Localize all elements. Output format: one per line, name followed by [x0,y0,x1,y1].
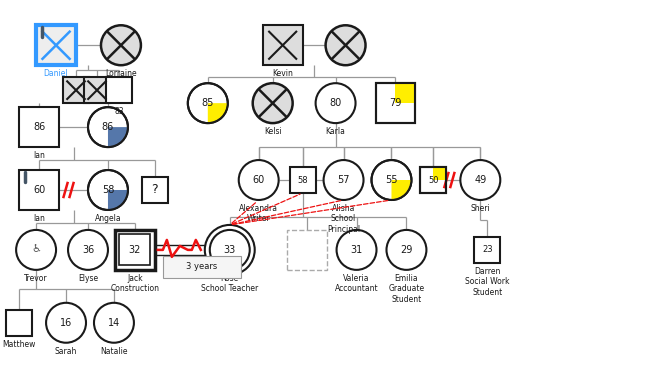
Text: 83: 83 [114,107,124,116]
Circle shape [205,225,255,275]
Wedge shape [392,180,411,200]
Circle shape [316,83,355,123]
Bar [433,167,446,180]
Text: 50: 50 [428,176,439,184]
Wedge shape [108,190,127,209]
Circle shape [101,25,141,65]
Wedge shape [208,103,227,123]
Bar [120,234,151,266]
Circle shape [386,230,427,270]
Circle shape [337,230,376,270]
Bar [115,230,155,270]
Bar [6,310,32,336]
Text: Karla: Karla [326,127,345,136]
Text: Ian: Ian [33,214,45,223]
Circle shape [372,160,411,200]
Text: Angela: Angela [95,214,121,223]
Text: 23: 23 [482,245,493,254]
Bar [421,167,446,193]
Text: 86: 86 [102,122,114,132]
Bar [287,230,327,270]
Text: 58: 58 [297,176,308,184]
Text: 33: 33 [224,245,236,255]
Circle shape [88,107,128,147]
Bar [19,107,59,147]
Text: 31: 31 [350,245,363,255]
Bar [396,83,415,103]
Text: 86: 86 [33,122,45,132]
Text: 14: 14 [108,318,120,328]
Bar [36,25,76,65]
Text: Lorraine: Lorraine [105,69,137,78]
Bar [376,83,415,123]
Circle shape [68,230,108,270]
Text: 60: 60 [33,185,45,195]
Text: 3 years: 3 years [186,262,218,272]
Text: ?: ? [152,183,158,196]
Text: 85: 85 [202,98,214,108]
Bar [421,167,446,193]
Text: 80: 80 [329,98,341,108]
Circle shape [326,25,366,65]
Circle shape [210,230,250,270]
Text: Sarah: Sarah [55,347,77,356]
Text: Kevin: Kevin [272,69,293,78]
Circle shape [46,303,86,343]
Text: Darren
Social Work
Student: Darren Social Work Student [465,267,509,297]
Text: Ian: Ian [33,151,45,160]
Text: 36: 36 [82,245,94,255]
Text: Rose
School Teacher: Rose School Teacher [201,274,258,293]
Circle shape [324,160,364,200]
Bar [142,177,168,203]
Text: Alexandra
Writer: Alexandra Writer [239,204,278,224]
Circle shape [188,83,228,123]
Text: Valeria
Accountant: Valeria Accountant [335,274,378,293]
Circle shape [16,230,56,270]
Bar [84,77,110,103]
Bar [163,256,241,278]
Bar [263,25,302,65]
Bar [290,167,316,193]
Bar [19,170,59,210]
Text: 60: 60 [253,175,265,185]
Text: Alisha
School
Principal: Alisha School Principal [327,204,360,234]
Circle shape [460,160,500,200]
Bar [63,77,89,103]
Text: 16: 16 [60,318,72,328]
Text: Daniel: Daniel [44,69,69,78]
Text: 79: 79 [389,98,402,108]
Bar [474,237,500,263]
Text: Natalie: Natalie [100,347,128,356]
Wedge shape [108,127,127,147]
Text: Emilia
Graduate
Student: Emilia Graduate Student [388,274,425,304]
Bar [106,77,132,103]
Circle shape [94,303,134,343]
Circle shape [88,170,128,210]
Text: Sheri: Sheri [470,204,490,213]
Text: 58: 58 [101,185,114,195]
Text: Elyse: Elyse [78,274,98,283]
Text: 57: 57 [337,175,350,185]
Text: Kelsi: Kelsi [264,127,282,136]
Circle shape [253,83,292,123]
Bar [376,83,415,123]
Text: 49: 49 [474,175,487,185]
Text: 55: 55 [385,175,398,185]
Text: Jack
Construction: Jack Construction [110,274,159,293]
Text: Trevor: Trevor [24,274,48,283]
Text: Matthew: Matthew [3,340,36,349]
Circle shape [239,160,279,200]
Text: ♿: ♿ [31,243,41,253]
Text: 32: 32 [129,245,141,255]
Text: 29: 29 [401,245,413,255]
